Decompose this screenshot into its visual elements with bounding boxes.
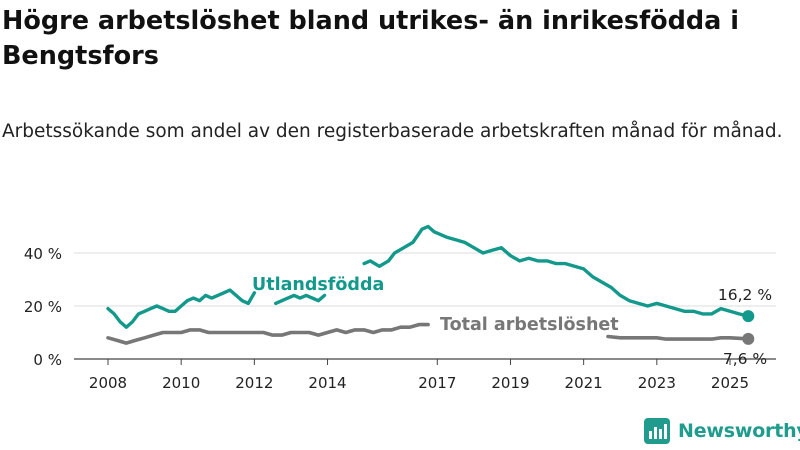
series-line-total (606, 334, 751, 341)
series-line-utlandsfodda (274, 293, 327, 306)
series-line-total (106, 322, 430, 345)
newsworthy-logo-icon (644, 418, 670, 444)
series-line-utlandsfodda (362, 224, 750, 318)
brand: Newsworthy (644, 418, 800, 444)
series-line-utlandsfodda (106, 288, 257, 329)
chart-subtitle: Arbetssökande som andel av den registerb… (2, 121, 783, 142)
y-tick-label: 40 % (24, 245, 62, 263)
end-value-label-utlandsfodda: 16,2 % (718, 286, 772, 304)
y-tick-label: 20 % (24, 298, 62, 316)
y-tick-label: 0 % (33, 351, 62, 369)
series-label-total: Total arbetslöshet (440, 315, 619, 335)
chart-title: Högre arbetslöshet bland utrikes- än inr… (2, 6, 740, 71)
x-tick-label: 2025 (711, 374, 749, 392)
x-tick-label: 2008 (89, 374, 127, 392)
series-end-marker (742, 332, 755, 345)
end-value-label-total: 7,6 % (723, 350, 767, 368)
x-tick-label: 2014 (308, 374, 346, 392)
series-label-utlandsfodda: Utlandsfödda (252, 275, 384, 295)
x-tick-label: 2012 (235, 374, 273, 392)
brand-name: Newsworthy (678, 420, 800, 442)
x-tick-label: 2010 (162, 374, 200, 392)
x-tick-label: 2023 (638, 374, 676, 392)
x-tick-label: 2017 (418, 374, 456, 392)
x-tick-label: 2019 (491, 374, 529, 392)
series-end-marker (742, 310, 755, 323)
x-tick-label: 2021 (565, 374, 603, 392)
